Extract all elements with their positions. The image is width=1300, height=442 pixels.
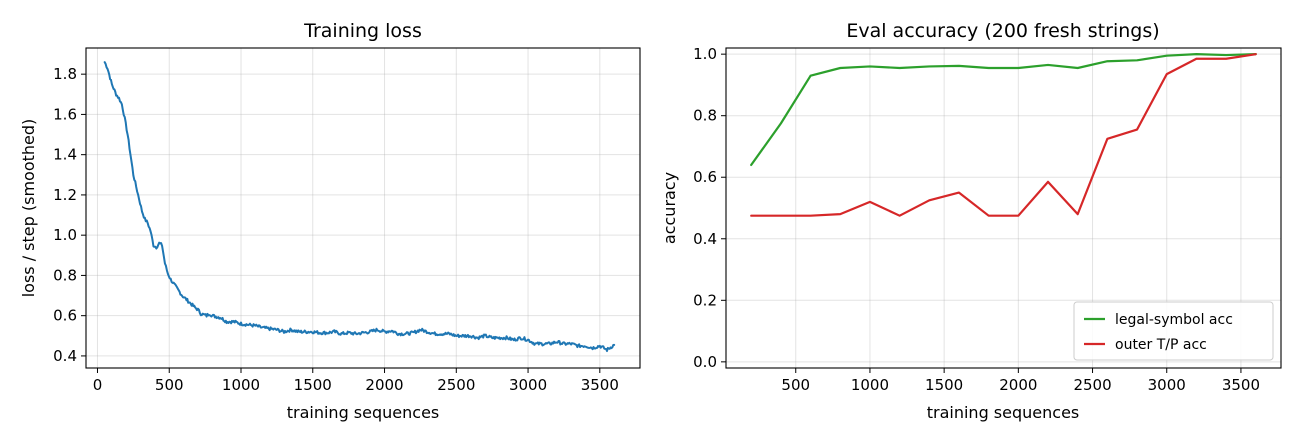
training-loss-frame xyxy=(85,47,641,369)
eval-accuracy-x-tick-label: 500 xyxy=(781,376,810,394)
training-loss-x-tick-label: 2000 xyxy=(365,376,403,394)
eval-accuracy-chart: 500 1000 1500 2000 2500 3000 3500 0.0 0.2 0.4 0.6 0… xyxy=(660,20,1282,422)
training-loss-x-tick-label: 3500 xyxy=(581,376,619,394)
eval-accuracy-y-tick-label: 0.6 xyxy=(693,168,717,186)
eval-accuracy-x-tick-label: 1500 xyxy=(925,376,963,394)
eval-accuracy-x-tick-label: 2500 xyxy=(1073,376,1111,394)
eval-accuracy-x-tick-label: 3000 xyxy=(1148,376,1186,394)
eval-accuracy-series-line-outer-t-p-acc xyxy=(750,53,1257,217)
eval-accuracy-series-line-legal-symbol-acc xyxy=(750,53,1257,167)
training-loss-y-tick-label: 0.6 xyxy=(53,307,77,325)
training-loss-y-axis-label: loss / step (smoothed) xyxy=(19,119,38,298)
eval-accuracy-y-axis-label: accuracy xyxy=(660,172,679,244)
training-loss-ticks: 0 500 1000 1500 2000 2500 3000 3500 0.4 0.6 0.8 1.0… xyxy=(53,65,619,394)
training-loss-y-tick-label: 1.6 xyxy=(53,105,77,123)
legend-box xyxy=(1073,301,1274,361)
training-loss-x-tick-label: 2500 xyxy=(437,376,475,394)
legend-label-outer-tp: outer T/P acc xyxy=(1115,337,1207,353)
training-loss-x-tick-label: 1000 xyxy=(222,376,260,394)
training-loss-y-tick-label: 1.8 xyxy=(53,65,77,83)
training-loss-chart: 0 500 1000 1500 2000 2500 3000 3500 0.4 0.6 0.8 1.0… xyxy=(19,20,641,422)
legend-label-legal-symbol: legal-symbol acc xyxy=(1115,312,1233,328)
training-loss-y-tick-label: 1.0 xyxy=(53,226,77,244)
eval-accuracy-y-tick-label: 0.0 xyxy=(693,353,717,371)
eval-accuracy-title: Eval accuracy (200 fresh strings) xyxy=(846,20,1159,42)
training-loss-y-tick-label: 1.4 xyxy=(53,146,77,164)
training-loss-x-tick-label: 0 xyxy=(93,376,103,394)
eval-accuracy-grid xyxy=(726,48,1281,368)
training-loss-series-line-loss xyxy=(103,61,616,353)
eval-accuracy-x-tick-label: 3500 xyxy=(1222,376,1260,394)
eval-accuracy-y-tick-label: 0.2 xyxy=(693,291,717,309)
eval-accuracy-frame xyxy=(725,47,1282,369)
eval-accuracy-y-tick-label: 0.4 xyxy=(693,230,717,248)
training-loss-x-tick-label: 500 xyxy=(155,376,184,394)
training-loss-x-tick-label: 3000 xyxy=(509,376,547,394)
eval-accuracy-y-tick-label: 0.8 xyxy=(693,107,717,125)
training-loss-title: Training loss xyxy=(303,20,422,42)
training-loss-x-axis-label: training sequences xyxy=(287,403,440,422)
eval-accuracy-ticks: 500 1000 1500 2000 2500 3000 3500 0.0 0.2 0.4 0.6 0… xyxy=(693,45,1260,394)
eval-accuracy-y-tick-label: 1.0 xyxy=(693,45,717,63)
eval-accuracy-x-tick-label: 2000 xyxy=(999,376,1037,394)
chart-legend: legal-symbol acc outer T/P acc xyxy=(1073,301,1274,361)
training-loss-x-tick-label: 1500 xyxy=(294,376,332,394)
training-loss-y-tick-label: 0.4 xyxy=(53,347,77,365)
training-loss-y-tick-label: 0.8 xyxy=(53,266,77,284)
eval-accuracy-series xyxy=(750,53,1257,217)
eval-accuracy-x-tick-label: 1000 xyxy=(851,376,889,394)
eval-accuracy-x-axis-label: training sequences xyxy=(927,403,1080,422)
training-loss-grid xyxy=(86,48,640,368)
training-loss-series xyxy=(103,61,616,353)
training-loss-y-tick-label: 1.2 xyxy=(53,186,77,204)
